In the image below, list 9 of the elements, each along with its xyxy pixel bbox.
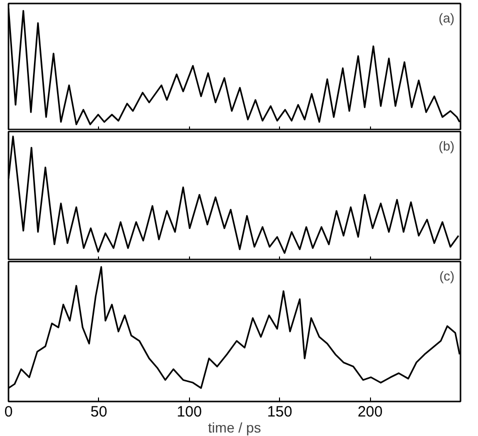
x-tick-label: 100: [176, 404, 202, 420]
x-axis-title: time / ps: [208, 420, 261, 436]
x-tick-label: 200: [358, 404, 383, 420]
x-tick-label: 150: [267, 404, 292, 420]
x-tick-label: 50: [90, 404, 108, 420]
x-tick-label: 0: [4, 404, 13, 420]
annotation: (c): [439, 268, 455, 284]
annotation: (a): [438, 10, 454, 26]
annotation: (b): [438, 138, 454, 154]
